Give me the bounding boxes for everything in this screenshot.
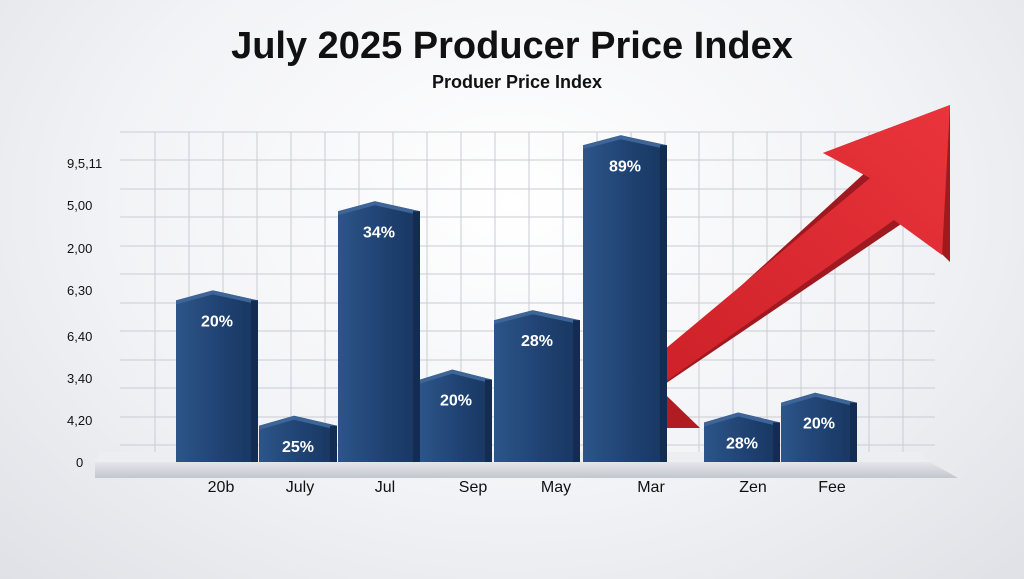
bar-data-label: 20% [201, 313, 233, 330]
bar-top [781, 392, 857, 407]
bar-data-label: 89% [609, 158, 641, 175]
bar-data-label: 28% [726, 436, 758, 453]
trend-arrow-icon [600, 105, 950, 428]
bar-top [338, 201, 420, 216]
bar-side [330, 425, 337, 462]
y-tick-label: 0 [76, 455, 83, 470]
y-tick-label: 4,20 [67, 413, 92, 428]
bar [338, 201, 420, 463]
chart-subtitle: Produer Price Index [432, 72, 602, 92]
bar-data-label: 20% [440, 393, 472, 410]
bar-May: 28% [494, 310, 580, 462]
bar-Mar: 89% [583, 135, 667, 463]
bar-side [251, 300, 258, 462]
bar-side [773, 422, 780, 462]
x-tick-label: 20b [208, 479, 235, 496]
bar-Zen: 28% [704, 412, 780, 462]
x-axis: 20b July Jul Sep May Mar Zen Fee [208, 479, 846, 496]
bar-side [573, 320, 580, 462]
bar [494, 310, 580, 462]
bar-side [413, 211, 420, 462]
bar-top [259, 415, 337, 430]
bar-top [583, 135, 667, 150]
bar [704, 412, 780, 462]
y-axis: 0 4,20 3,40 6,40 6,30 2,00 5,00 9,5,11 [67, 156, 102, 470]
y-tick-label: 5,00 [67, 198, 92, 213]
bar-July: 25% [259, 415, 337, 462]
bar-top [176, 290, 258, 305]
bar [176, 290, 258, 462]
x-tick-label: Zen [739, 479, 767, 496]
y-tick-label: 3,40 [67, 371, 92, 386]
bar-Fee: 20% [781, 392, 857, 462]
bar-data-label: 34% [363, 224, 395, 241]
chart-title: July 2025 Producer Price Index [231, 25, 793, 67]
bar [259, 415, 337, 462]
bar [781, 392, 857, 462]
bar-data-label: 28% [521, 333, 553, 350]
x-tick-label: Jul [375, 479, 395, 496]
x-tick-label: Fee [818, 479, 846, 496]
x-tick-label: May [541, 479, 571, 496]
bar-series: 20% 25% 34% 20% 28% 89% 28% 20% [176, 135, 857, 463]
bar-data-label: 25% [282, 439, 314, 456]
bar-top [704, 412, 780, 427]
y-tick-label: 6,40 [67, 329, 92, 344]
bar-data-label: 20% [803, 416, 835, 433]
x-tick-label: Sep [459, 479, 488, 496]
x-tick-label: July [286, 479, 314, 496]
bar-Sep: 20% [420, 369, 492, 462]
y-tick-label: 6,30 [67, 283, 92, 298]
bar-Jul: 34% [338, 201, 420, 463]
bar-side [660, 145, 667, 463]
y-tick-label: 2,00 [67, 241, 92, 256]
bar [420, 369, 492, 462]
bar-top [420, 369, 492, 384]
bar [583, 135, 667, 463]
x-tick-label: Mar [637, 479, 665, 496]
bar-20b: 20% [176, 290, 258, 462]
bar-side [485, 379, 492, 462]
y-tick-label: 9,5,11 [67, 156, 102, 171]
bar-side [850, 402, 857, 462]
bar-top [494, 310, 580, 325]
